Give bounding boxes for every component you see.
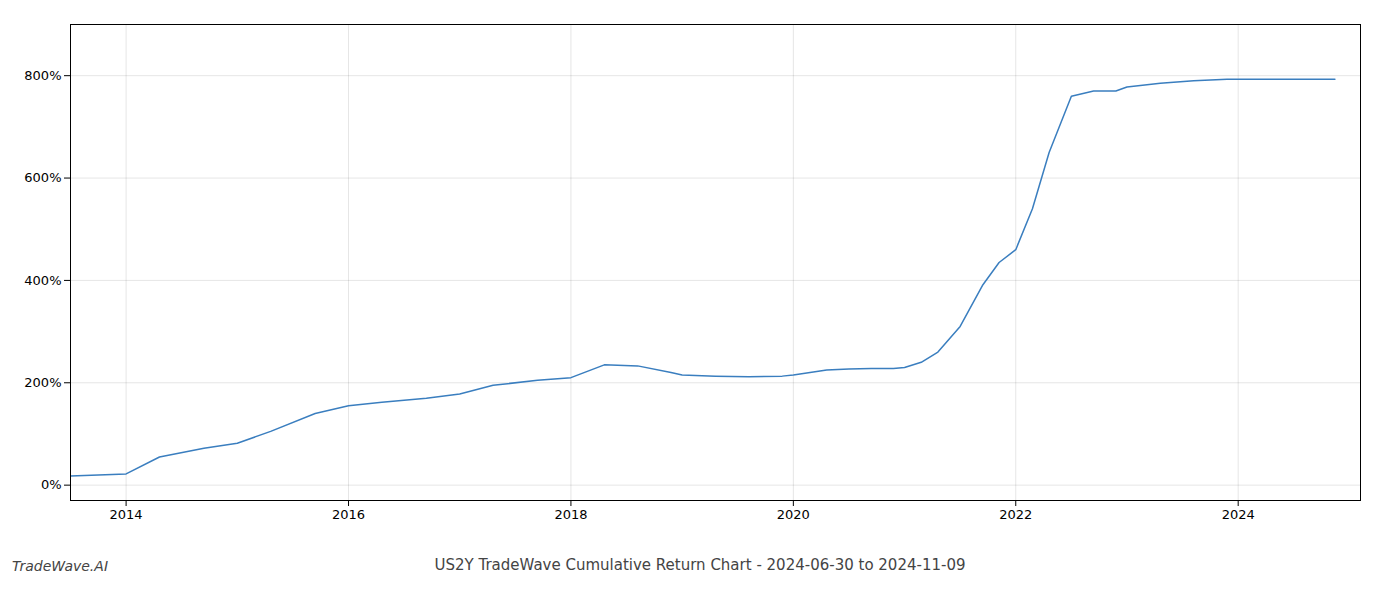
svg-text:200%: 200% [24, 375, 61, 390]
html-text:US2Y TradeWave Cumulative Retu: US2Y TradeWave Cumulative Return Chart -… [434, 556, 966, 574]
svg-text:2014: 2014 [110, 507, 143, 522]
svg-text:800%: 800% [24, 68, 61, 83]
html-text:TradeWave.AI: TradeWave.AI [12, 558, 108, 574]
svg-text:2022: 2022 [999, 507, 1032, 522]
svg-text:2020: 2020 [777, 507, 810, 522]
svg-text:2018: 2018 [554, 507, 587, 522]
svg-text:2024: 2024 [1222, 507, 1255, 522]
svg-text:400%: 400% [24, 273, 61, 288]
svg-text:2016: 2016 [332, 507, 365, 522]
svg-text:600%: 600% [24, 170, 61, 185]
svg-text:0%: 0% [41, 477, 62, 492]
